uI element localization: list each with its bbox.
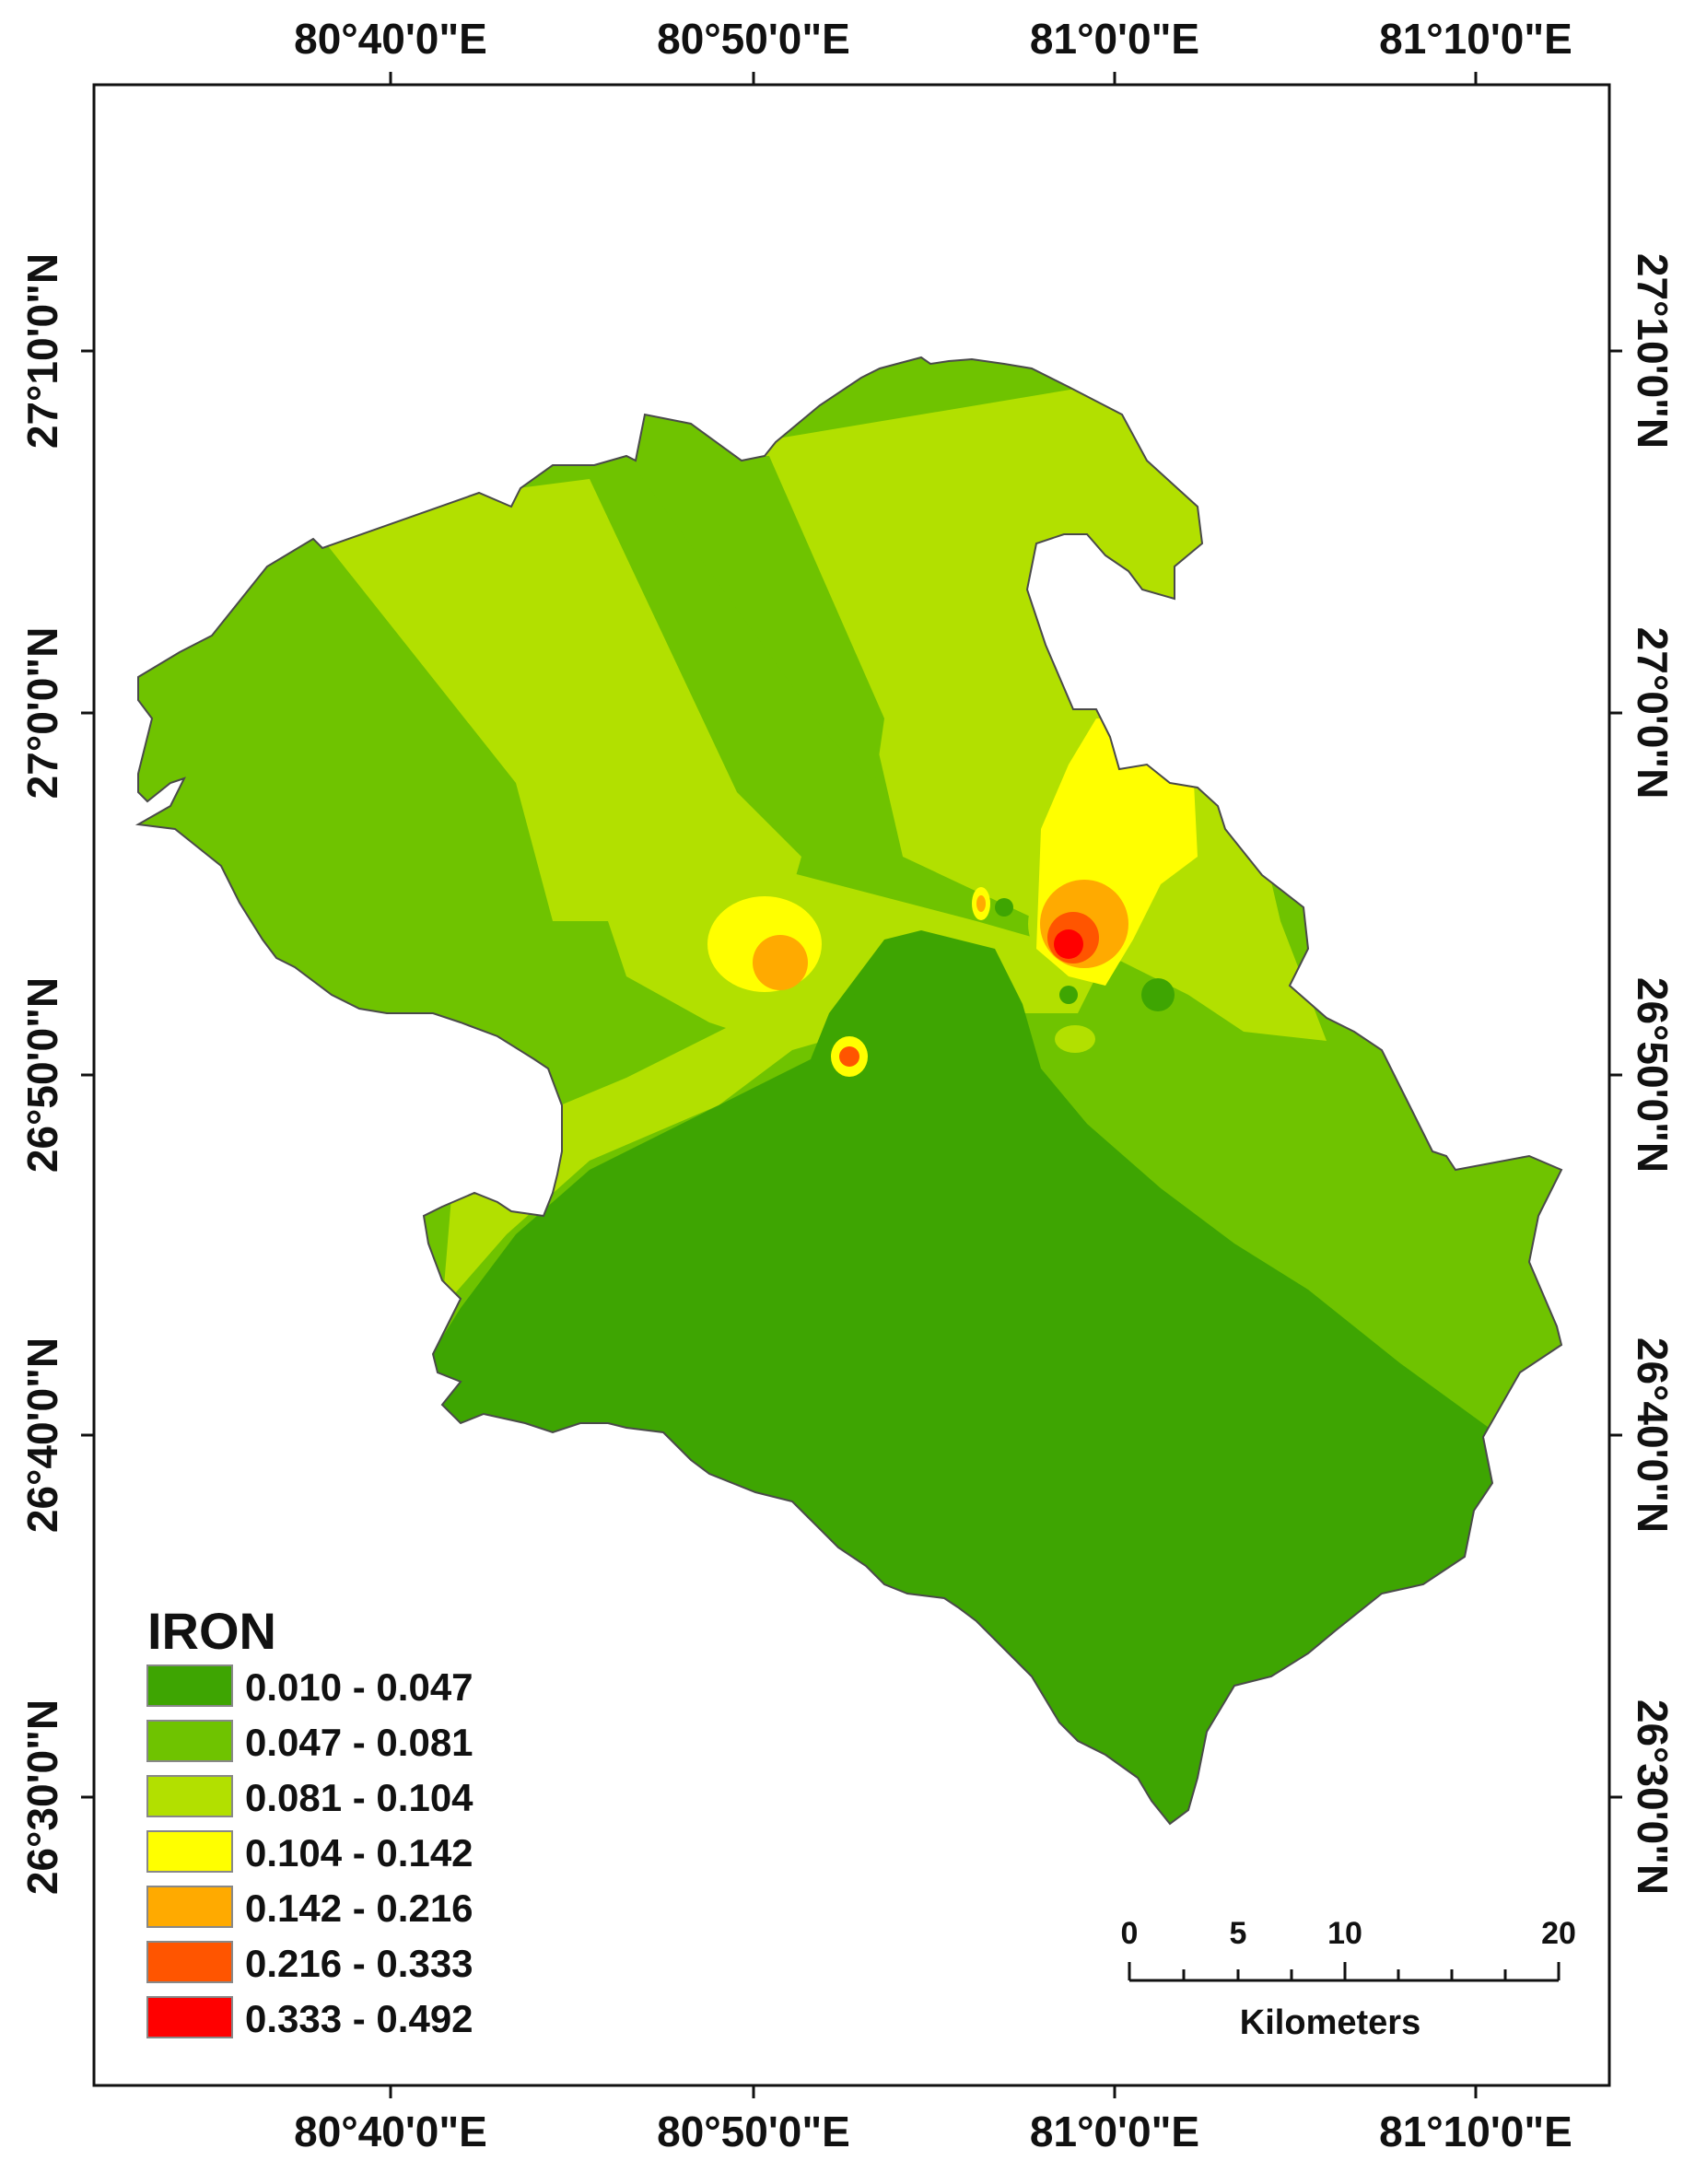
zone-0081-0104-southwest bbox=[442, 1022, 792, 1308]
spot-low-3 bbox=[995, 898, 1013, 917]
zone-0081-0104-north bbox=[755, 368, 1327, 1041]
legend-swatch-1 bbox=[146, 1664, 233, 1707]
lat-label-left-2: 27°0'0"N bbox=[18, 627, 66, 800]
legend-label-4: 0.104 - 0.142 bbox=[245, 1831, 473, 1875]
zone-0047-0081-north-wedge bbox=[626, 456, 884, 783]
spot-low-2 bbox=[1059, 986, 1078, 1004]
legend-swatch-4 bbox=[146, 1830, 233, 1873]
legend-item-3: 0.081 - 0.104 bbox=[146, 1775, 473, 1819]
lat-label-left-4: 26°40'0"N bbox=[18, 1337, 66, 1533]
spot-mid-1 bbox=[1055, 1025, 1095, 1053]
lon-label-bottom-2: 80°50'0"E bbox=[657, 2108, 850, 2155]
legend-swatch-7 bbox=[146, 1996, 233, 2038]
legend-item-7: 0.333 - 0.492 bbox=[146, 1996, 473, 2040]
map-frame bbox=[92, 83, 1611, 2087]
legend-item-4: 0.104 - 0.142 bbox=[146, 1830, 473, 1875]
scale-tick-label-0: 0 bbox=[1121, 1916, 1139, 1951]
legend-item-2: 0.047 - 0.081 bbox=[146, 1720, 473, 1764]
hotspot-south-0216-0333 bbox=[839, 1046, 859, 1067]
scale-bar-line bbox=[1128, 1962, 1561, 1982]
lat-label-right-4: 26°40'0"N bbox=[1629, 1337, 1677, 1533]
legend-title: IRON bbox=[147, 1602, 276, 1660]
legend-item-6: 0.216 - 0.333 bbox=[146, 1941, 473, 1985]
lon-label-top-3: 81°0'0"E bbox=[1030, 15, 1199, 63]
scale-unit-label: Kilometers bbox=[1240, 2003, 1420, 2042]
legend-label-3: 0.081 - 0.104 bbox=[245, 1776, 473, 1819]
legend: IRON 0.010 - 0.047 0.047 - 0.081 0.081 -… bbox=[146, 1602, 473, 2040]
legend-label-1: 0.010 - 0.047 bbox=[245, 1665, 473, 1709]
legend-label-6: 0.216 - 0.333 bbox=[245, 1942, 473, 1985]
hotspot-west-0142-0216 bbox=[753, 935, 808, 990]
legend-swatch-5 bbox=[146, 1886, 233, 1928]
district-boundary bbox=[134, 356, 1563, 1826]
lat-label-right-5: 26°30'0"N bbox=[1629, 1699, 1677, 1895]
legend-label-7: 0.333 - 0.492 bbox=[245, 1997, 473, 2040]
lat-label-right-2: 27°0'0"N bbox=[1629, 627, 1677, 800]
legend-item-5: 0.142 - 0.216 bbox=[146, 1886, 473, 1930]
scale-tick-label-20: 20 bbox=[1541, 1916, 1576, 1951]
lat-label-right-1: 27°10'0"N bbox=[1629, 253, 1677, 449]
lat-label-left-3: 26°50'0"N bbox=[18, 977, 66, 1173]
scale-tick-label-10: 10 bbox=[1327, 1916, 1362, 1951]
hotspot-east-0333-0492 bbox=[1054, 929, 1083, 959]
legend-swatch-2 bbox=[146, 1720, 233, 1762]
lon-label-top-4: 81°10'0"E bbox=[1379, 15, 1572, 63]
spot-low-4 bbox=[841, 994, 863, 1020]
legend-label-2: 0.047 - 0.081 bbox=[245, 1721, 473, 1764]
lon-label-top-2: 80°50'0"E bbox=[657, 15, 850, 63]
lon-label-bottom-4: 81°10'0"E bbox=[1379, 2108, 1572, 2155]
spot-low-1 bbox=[1141, 978, 1175, 1011]
lon-label-bottom-3: 81°0'0"E bbox=[1030, 2108, 1199, 2155]
legend-item-1: 0.010 - 0.047 bbox=[146, 1664, 473, 1709]
legend-label-5: 0.142 - 0.216 bbox=[245, 1886, 473, 1930]
graticule-ticks bbox=[81, 72, 1622, 2098]
legend-swatch-6 bbox=[146, 1941, 233, 1983]
lat-label-right-3: 26°50'0"N bbox=[1629, 977, 1677, 1173]
lat-label-left-1: 27°10'0"N bbox=[18, 253, 66, 449]
zone-0081-0104-northwest bbox=[304, 479, 801, 921]
lat-label-left-5: 26°30'0"N bbox=[18, 1699, 66, 1895]
lon-label-top-1: 80°40'0"E bbox=[294, 15, 487, 63]
hotspot-small-0142-0216 bbox=[976, 895, 986, 912]
lon-label-bottom-1: 80°40'0"E bbox=[294, 2108, 487, 2155]
legend-swatch-3 bbox=[146, 1775, 233, 1817]
scale-tick-label-5: 5 bbox=[1230, 1916, 1247, 1951]
scale-bar: 0 5 10 20 Kilometers bbox=[1121, 1916, 1576, 2042]
